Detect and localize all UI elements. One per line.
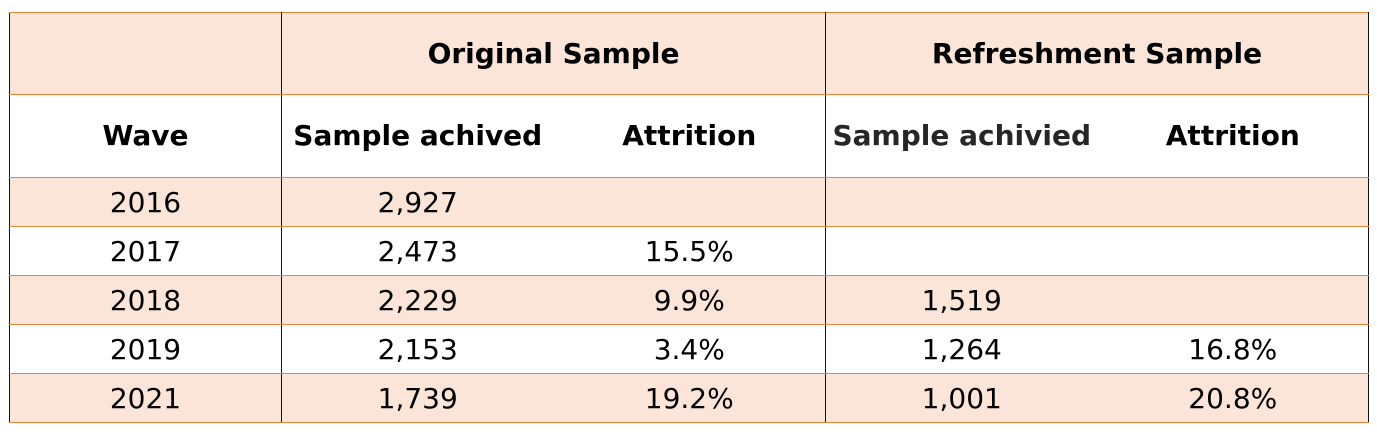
refreshment-sample-cell: 1,264: [825, 324, 1098, 374]
wave-cell: 2016: [9, 177, 282, 227]
wave-cell: 2021: [9, 373, 282, 423]
group-header-row: Original Sample Refreshment Sample: [9, 12, 1370, 95]
table-row: 2019 2,153 3.4% 1,264 16.8%: [9, 324, 1370, 374]
wave-cell: 2019: [9, 324, 282, 374]
refreshment-sample-cell: [825, 226, 1098, 276]
original-sample-cell: 2,153: [281, 324, 554, 374]
refreshment-attrition-cell: 16.8%: [1097, 324, 1370, 374]
refreshment-sample-achieved-header: Sample achivied: [825, 94, 1098, 178]
refreshment-sample-cell: [825, 177, 1098, 227]
original-sample-cell: 1,739: [281, 373, 554, 423]
wave-cell: 2017: [9, 226, 282, 276]
column-header-row: Wave Sample achived Attrition Sample ach…: [9, 94, 1370, 178]
table-row: 2016 2,927: [9, 177, 1370, 227]
original-sample-group-header: Original Sample: [281, 12, 827, 95]
wave-group-header: [9, 12, 282, 95]
refreshment-sample-cell: 1,519: [825, 275, 1098, 325]
refreshment-attrition-cell: 20.8%: [1097, 373, 1370, 423]
table-row: 2018 2,229 9.9% 1,519: [9, 275, 1370, 325]
table-row: 2017 2,473 15.5%: [9, 226, 1370, 276]
wave-column-header: Wave: [9, 94, 282, 178]
refreshment-attrition-cell: [1097, 226, 1370, 276]
refreshment-attrition-cell: [1097, 177, 1370, 227]
wave-cell: 2018: [9, 275, 282, 325]
refreshment-sample-cell: 1,001: [825, 373, 1098, 423]
original-sample-cell: 2,927: [281, 177, 554, 227]
original-attrition-cell: 3.4%: [553, 324, 827, 374]
original-sample-cell: 2,229: [281, 275, 554, 325]
original-attrition-cell: [553, 177, 827, 227]
original-attrition-cell: 15.5%: [553, 226, 827, 276]
refreshment-attrition-header: Attrition: [1097, 94, 1370, 178]
sample-attrition-table: Original Sample Refreshment Sample Wave …: [9, 12, 1370, 423]
refreshment-attrition-cell: [1097, 275, 1370, 325]
original-sample-achieved-header: Sample achived: [281, 94, 554, 178]
original-sample-cell: 2,473: [281, 226, 554, 276]
original-attrition-cell: 9.9%: [553, 275, 827, 325]
refreshment-sample-group-header: Refreshment Sample: [825, 12, 1370, 95]
table-row: 2021 1,739 19.2% 1,001 20.8%: [9, 373, 1370, 423]
original-attrition-header: Attrition: [553, 94, 827, 178]
original-attrition-cell: 19.2%: [553, 373, 827, 423]
